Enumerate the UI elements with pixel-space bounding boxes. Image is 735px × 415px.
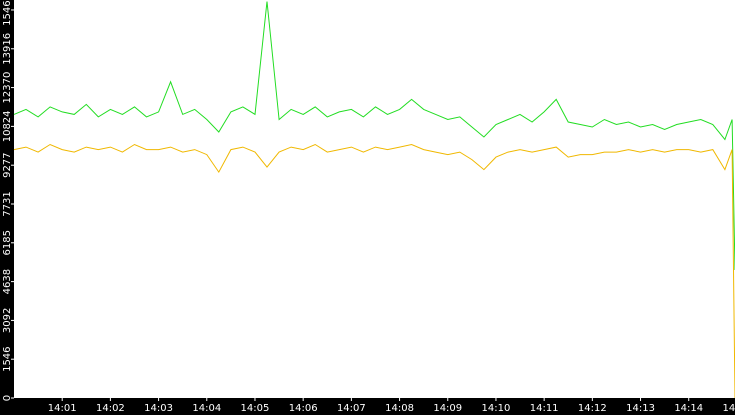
x-tick-label: 14:10 bbox=[482, 403, 511, 414]
x-tick-label: 14:11 bbox=[530, 403, 559, 414]
x-tick-label: 14:08 bbox=[385, 403, 414, 414]
y-tick-label: 15463 bbox=[2, 0, 13, 26]
y-tick-label: 13916 bbox=[2, 33, 13, 65]
x-tick-label: 14:09 bbox=[433, 403, 462, 414]
plot-area bbox=[14, 0, 735, 398]
y-tick-label: 12370 bbox=[2, 72, 13, 104]
y-tick-label: 1546 bbox=[2, 346, 13, 371]
x-tick-label: 14:05 bbox=[241, 403, 270, 414]
x-tick-label: 14:04 bbox=[192, 403, 221, 414]
y-tick-label: 9277 bbox=[2, 152, 13, 177]
x-tick-label: 14:13 bbox=[626, 403, 655, 414]
y-tick-label: 0 bbox=[2, 395, 13, 401]
x-tick-label: 14:02 bbox=[96, 403, 125, 414]
x-tick-label: 14:14 bbox=[674, 403, 703, 414]
x-tick-label: 14:03 bbox=[144, 403, 173, 414]
x-tick-label: 14:06 bbox=[289, 403, 318, 414]
x-tick-label: 14:12 bbox=[578, 403, 607, 414]
y-tick-label: 6185 bbox=[2, 230, 13, 255]
y-tick-label: 4638 bbox=[2, 269, 13, 294]
series-line bbox=[13, 1, 735, 271]
y-tick-label: 7731 bbox=[2, 191, 13, 216]
series-line bbox=[13, 143, 735, 399]
x-tick-label: 14:07 bbox=[337, 403, 366, 414]
y-tick-label: 3092 bbox=[2, 308, 13, 333]
x-tick-label: 14:01 bbox=[48, 403, 77, 414]
y-tick-label: 10824 bbox=[2, 110, 13, 142]
x-tick-label: 14:15 bbox=[723, 403, 735, 414]
